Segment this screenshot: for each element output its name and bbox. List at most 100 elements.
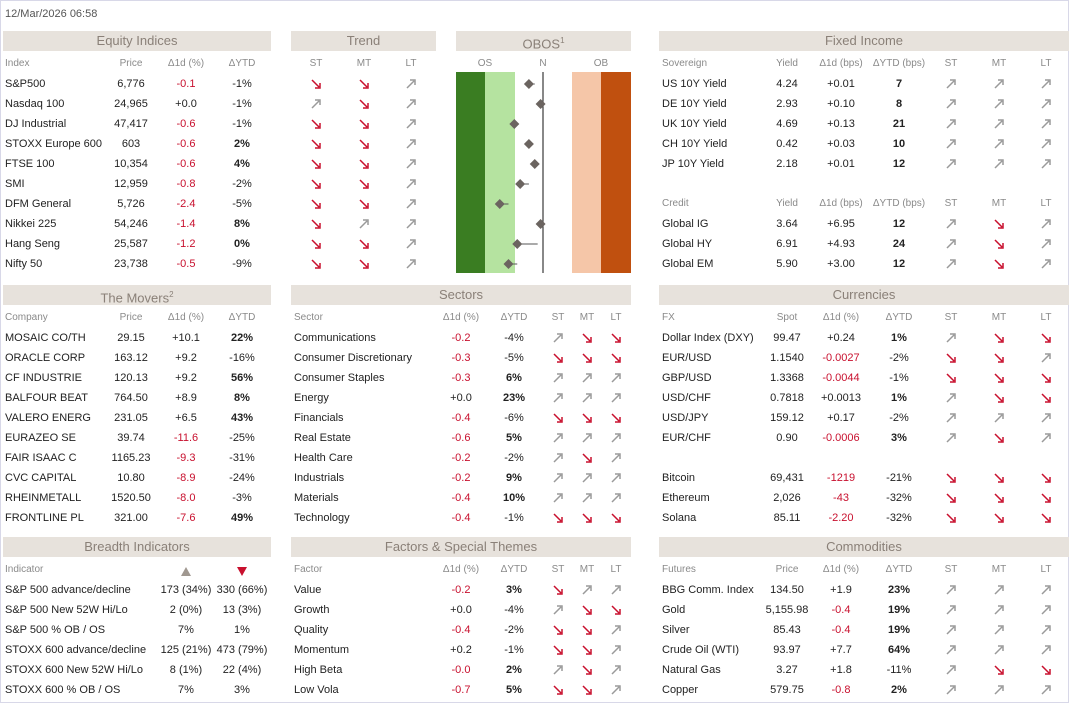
zone-label: OB <box>593 58 609 69</box>
cell: -32% <box>886 512 912 524</box>
trend-arrow-down <box>359 159 369 169</box>
row-label: STOXX Europe 600 <box>5 138 103 150</box>
cell: +1.9 <box>830 584 852 596</box>
cell: -0.0044 <box>822 372 860 384</box>
row-label: GBP/USD <box>662 372 712 384</box>
trend-arrow-down <box>582 685 592 695</box>
trend-arrow-down <box>359 119 369 129</box>
cell: +9.2 <box>175 352 197 364</box>
cell: 12 <box>892 218 906 230</box>
trend-arrow-up <box>946 79 956 89</box>
section-header: Factors & Special Themes <box>291 537 631 557</box>
cell: 0.42 <box>776 138 798 150</box>
cell: -7.6 <box>176 512 196 524</box>
cell: 5% <box>506 684 522 696</box>
trend-arrow-down <box>359 239 369 249</box>
cell: 99.47 <box>773 332 801 344</box>
cell: 1% <box>891 332 907 344</box>
cell: -0.2 <box>451 332 471 344</box>
column-header: ΔYTD <box>500 312 528 323</box>
cell: 0% <box>234 238 250 250</box>
trend-arrow-up <box>553 473 563 483</box>
row-label: CVC CAPITAL <box>5 472 77 484</box>
cell: -1% <box>889 372 909 384</box>
cell: 2% <box>506 664 522 676</box>
trend-arrow-down <box>582 333 592 343</box>
cell: 7% <box>178 684 194 696</box>
cell: +0.0 <box>175 98 197 110</box>
row-label: USD/JPY <box>662 412 709 424</box>
trend-arrow-down <box>994 433 1004 443</box>
row-label: Technology <box>294 512 350 524</box>
trend-arrow-up <box>553 605 563 615</box>
cell: -1% <box>504 512 524 524</box>
cell: -2% <box>504 452 524 464</box>
column-header: Price <box>119 312 143 323</box>
trend-arrow-up <box>946 685 956 695</box>
trend-arrow-up <box>994 585 1004 595</box>
trend-arrow-up <box>946 159 956 169</box>
cell: 2% <box>891 684 907 696</box>
trend-arrow-down <box>1041 373 1051 383</box>
trend-arrow-up <box>611 625 621 635</box>
row-label: Ethereum <box>662 492 710 504</box>
cell: 8% <box>234 392 250 404</box>
trend-arrow-down <box>994 259 1004 269</box>
trend-arrow-down <box>1041 513 1051 523</box>
cell: 21 <box>892 118 906 130</box>
trend-arrow-up <box>553 665 563 675</box>
cell: -25% <box>229 432 255 444</box>
cell: 2.93 <box>776 98 798 110</box>
cell: 1.1540 <box>770 352 804 364</box>
cell: 3.27 <box>776 664 798 676</box>
row-label: Global EM <box>662 258 714 270</box>
column-header: Yield <box>776 198 798 209</box>
trend-arrow-down <box>1041 665 1051 675</box>
cell: 39.74 <box>117 432 145 444</box>
cell: -1% <box>504 644 524 656</box>
trend-arrow-down <box>359 259 369 269</box>
column-header: Δ1d (%) <box>822 564 860 575</box>
cell: 93.97 <box>773 644 801 656</box>
row-label: Growth <box>294 604 330 616</box>
trend-arrow-up <box>406 259 416 269</box>
column-header: MT <box>579 564 595 575</box>
cell: 4% <box>234 158 250 170</box>
row-label: STOXX 600 New 52W Hi/Lo <box>5 664 143 676</box>
cell: -0.0006 <box>822 432 860 444</box>
cell: -0.2 <box>451 472 471 484</box>
trend-arrow-up <box>611 645 621 655</box>
trend-arrow-up <box>582 585 592 595</box>
trend-arrow-down <box>311 199 321 209</box>
row-label: Crude Oil (WTI) <box>662 644 739 656</box>
cell: 6,776 <box>117 78 145 90</box>
trend-arrow-up <box>582 373 592 383</box>
trend-arrow-down <box>946 473 956 483</box>
column-header: ΔYTD <box>885 564 913 575</box>
cell: 10% <box>502 492 526 504</box>
cell: -5% <box>504 352 524 364</box>
cell: 69,431 <box>770 472 804 484</box>
trend-arrow-up <box>994 139 1004 149</box>
trend-arrow-up <box>611 665 621 675</box>
cell: 8 (1%) <box>169 664 203 676</box>
column-header: Sector <box>294 312 323 323</box>
row-label: Gold <box>662 604 686 616</box>
cell: 64% <box>887 644 911 656</box>
cell: +6.5 <box>175 412 197 424</box>
trend-arrow-up <box>406 179 416 189</box>
row-label: ORACLE CORP <box>5 352 86 364</box>
row-label: Global HY <box>662 238 713 250</box>
cell: -4% <box>504 604 524 616</box>
cell: 4.69 <box>776 118 798 130</box>
column-header: ST <box>309 58 323 69</box>
column-header: LT <box>1040 58 1052 69</box>
cell: 3% <box>234 684 250 696</box>
cell: 5.90 <box>776 258 798 270</box>
trend-arrow-down <box>582 513 592 523</box>
trend-arrow-up <box>1041 99 1051 109</box>
row-label: FTSE 100 <box>5 158 55 170</box>
ob-zone-strong <box>601 72 631 273</box>
row-label: Low Vola <box>294 684 339 696</box>
